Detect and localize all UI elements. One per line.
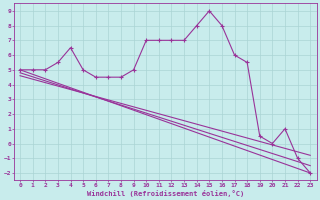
X-axis label: Windchill (Refroidissement éolien,°C): Windchill (Refroidissement éolien,°C) bbox=[86, 190, 244, 197]
